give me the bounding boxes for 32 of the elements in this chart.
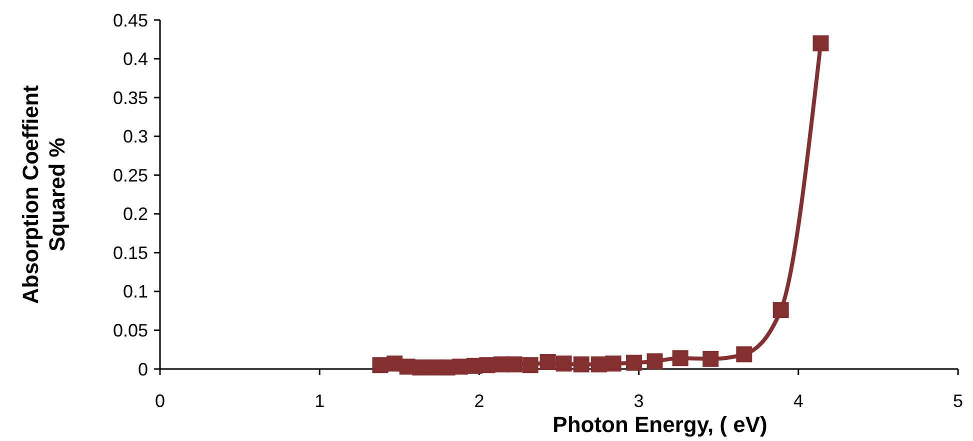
y-tick-label: 0 — [138, 359, 148, 380]
point — [605, 356, 622, 372]
y-tick-label: 0.05 — [112, 320, 148, 341]
point — [556, 356, 572, 372]
point — [672, 350, 688, 366]
y-tick-label: 0.3 — [122, 126, 148, 147]
point — [626, 354, 642, 371]
y-tick-label: 0.25 — [112, 165, 148, 186]
point — [540, 354, 556, 370]
x-axis-title: Photon Energy, ( eV) — [552, 412, 768, 437]
x-tick-label: 3 — [634, 391, 644, 411]
point — [573, 356, 590, 372]
point — [590, 356, 607, 372]
point — [736, 346, 752, 362]
point — [772, 302, 789, 318]
point — [812, 35, 829, 52]
point — [506, 356, 522, 372]
y-tick-label: 0.45 — [112, 10, 148, 30]
point — [646, 353, 663, 370]
y-tick-label: 0.4 — [122, 49, 148, 70]
x-tick-label: 5 — [952, 391, 964, 411]
x-tick-label: 1 — [314, 391, 325, 411]
y-tick-label: 0.1 — [122, 282, 148, 302]
point — [702, 350, 719, 367]
y-tick-label: 0.35 — [112, 88, 148, 108]
y-axis-title: Absorption Coeffient Squared % — [18, 84, 70, 304]
y-tick-label: 0.2 — [122, 204, 148, 224]
x-tick-label: 0 — [154, 391, 166, 411]
x-tick-label: 2 — [474, 391, 484, 411]
y-tick-label: 0.15 — [112, 242, 148, 263]
point — [522, 357, 538, 374]
x-tick-label: 4 — [793, 391, 804, 411]
